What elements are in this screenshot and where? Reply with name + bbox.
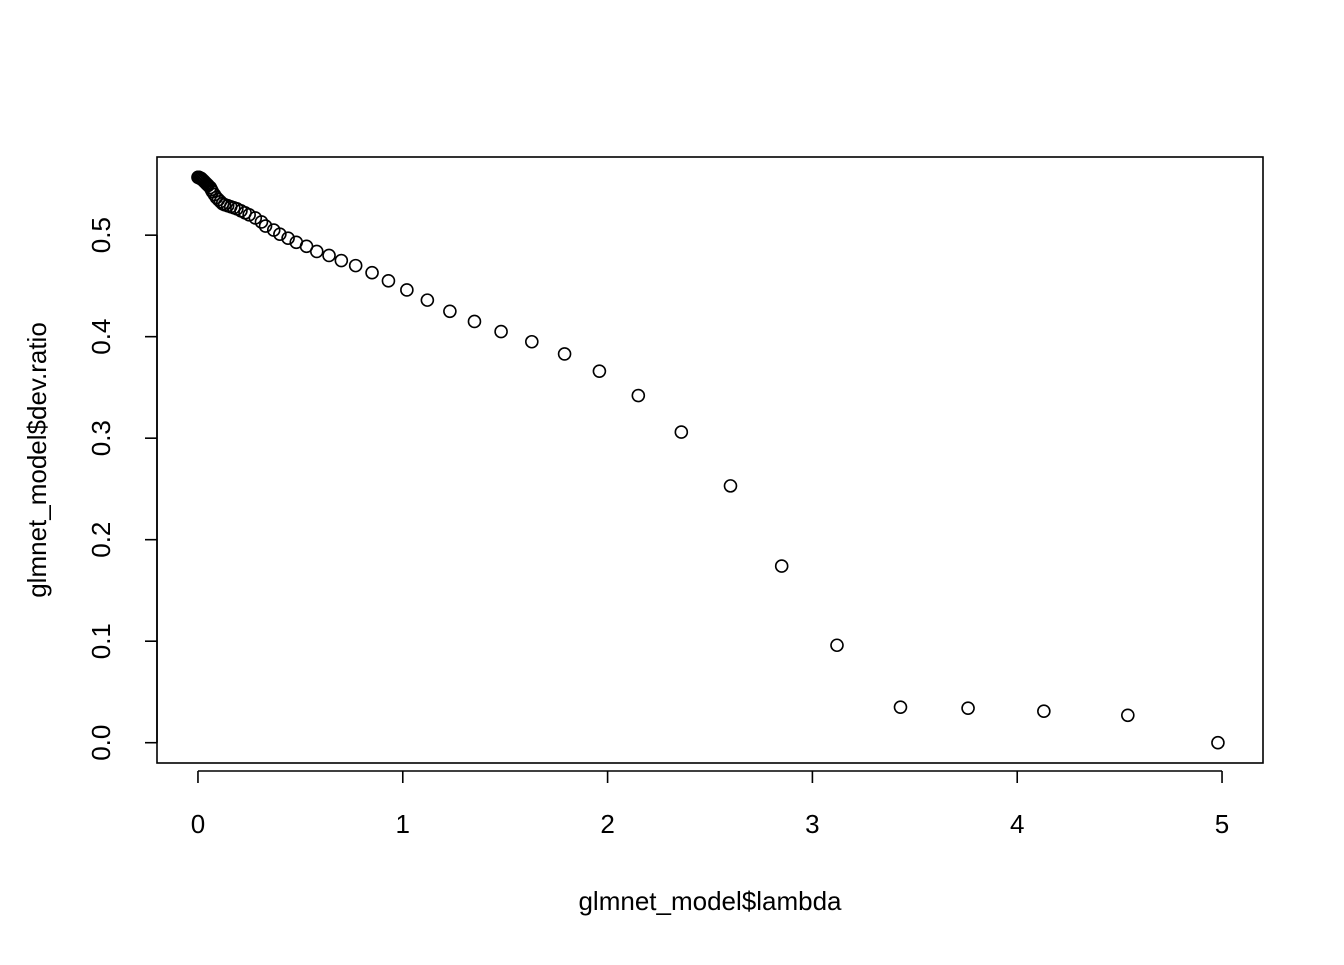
x-tick-label: 3 xyxy=(805,809,819,839)
y-tick-label: 0.3 xyxy=(86,420,116,456)
data-point xyxy=(266,223,281,237)
data-point xyxy=(723,479,738,493)
data-point xyxy=(334,253,349,268)
x-tick-label: 1 xyxy=(396,809,410,839)
data-point xyxy=(1211,735,1225,750)
x-axis-title: glmnet_model$lambda xyxy=(578,886,842,916)
data-point xyxy=(258,219,273,233)
y-tick-label: 0.2 xyxy=(86,522,116,558)
data-point xyxy=(289,235,304,250)
data-point xyxy=(322,248,336,263)
y-axis-title: glmnet_model$dev.ratio xyxy=(22,322,52,598)
data-point xyxy=(467,314,482,329)
data-point xyxy=(191,170,205,185)
y-tick-label: 0.0 xyxy=(86,725,116,761)
data-point xyxy=(830,638,844,653)
data-point xyxy=(381,274,396,288)
y-tick-label: 0.4 xyxy=(86,319,116,355)
data-point xyxy=(365,265,379,280)
data-point xyxy=(348,258,363,273)
x-tick-label: 2 xyxy=(600,809,614,839)
data-point xyxy=(281,231,295,246)
data-point xyxy=(1037,704,1051,719)
data-point xyxy=(1121,708,1135,723)
data-point xyxy=(400,283,414,297)
y-tick-label: 0.1 xyxy=(86,623,116,659)
data-point xyxy=(674,425,689,439)
data-point xyxy=(774,559,789,573)
data-point xyxy=(631,388,646,403)
y-axis: 0.0 0.1 0.2 0.3 0.4 0.5 xyxy=(86,217,158,761)
y-tick-label: 0.5 xyxy=(86,217,116,253)
data-point xyxy=(420,293,435,307)
data-point xyxy=(961,701,975,715)
x-axis: 0 1 2 3 4 5 xyxy=(191,770,1229,839)
data-point xyxy=(557,347,572,361)
x-tick-label: 0 xyxy=(191,809,205,839)
data-points xyxy=(191,170,1225,750)
plot-frame xyxy=(156,156,1264,764)
data-point xyxy=(525,334,539,349)
x-tick-label: 4 xyxy=(1010,809,1024,839)
x-tick-label: 5 xyxy=(1215,809,1229,839)
data-point xyxy=(494,324,508,339)
data-point xyxy=(592,364,607,378)
data-point xyxy=(893,700,908,714)
data-point xyxy=(443,304,457,319)
